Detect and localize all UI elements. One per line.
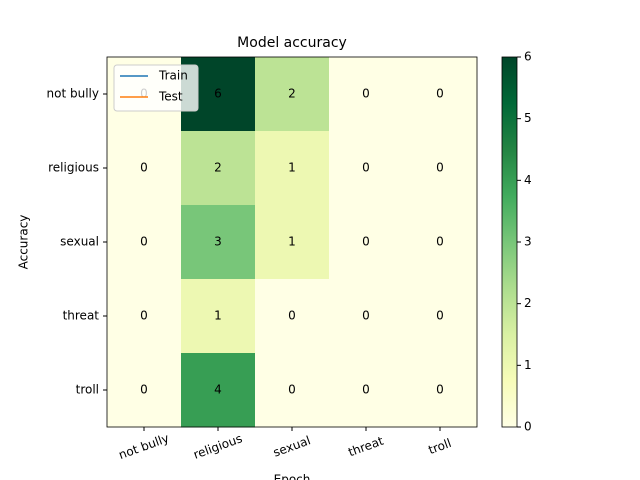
cell-label: 0 [140, 161, 148, 175]
colorbar-tick-label: 6 [524, 50, 532, 64]
cell [329, 353, 404, 428]
cell-label: 2 [288, 87, 296, 101]
cell-label: 4 [214, 383, 222, 397]
colorbar-tick-label: 3 [524, 235, 532, 249]
cell [181, 279, 256, 354]
legend-label: Train [158, 69, 188, 83]
cell [255, 353, 330, 428]
cell-label: 0 [288, 383, 296, 397]
x-tick-label: threat [346, 434, 385, 460]
cell [107, 353, 182, 428]
cell [403, 57, 478, 132]
x-tick-label: religious [192, 431, 245, 462]
y-tick-label: sexual [60, 235, 99, 249]
cell-label: 2 [214, 161, 222, 175]
cell [181, 205, 256, 280]
cell-label: 0 [362, 309, 370, 323]
cell-label: 0 [362, 161, 370, 175]
colorbar-tick-label: 0 [524, 420, 532, 434]
colorbar-tick-label: 4 [524, 173, 532, 187]
cell [107, 205, 182, 280]
cell [107, 279, 182, 354]
cell [403, 205, 478, 280]
y-axis-label: Accuracy [17, 215, 31, 270]
cell [329, 131, 404, 206]
cell [255, 131, 330, 206]
cell [181, 131, 256, 206]
cell [403, 353, 478, 428]
chart-title: Model accuracy [237, 35, 347, 51]
cell-label: 0 [362, 87, 370, 101]
y-tick-label: religious [48, 161, 99, 175]
x-axis-label: Epoch [274, 473, 311, 480]
cell-label: 1 [214, 309, 222, 323]
cell [255, 205, 330, 280]
cell-label: 0 [288, 309, 296, 323]
colorbar [501, 56, 518, 428]
x-tick-label: sexual [271, 433, 312, 459]
cell [403, 131, 478, 206]
x-tick-label: not bully [117, 431, 171, 462]
legend-label: Test [158, 90, 183, 104]
cell-label: 0 [362, 383, 370, 397]
cell [255, 279, 330, 354]
cell-label: 0 [436, 87, 444, 101]
cell-label: 3 [214, 235, 222, 249]
colorbar-tick-label: 1 [524, 358, 532, 372]
colorbar-tick-label: 5 [524, 111, 532, 125]
y-tick-label: troll [76, 383, 99, 397]
cell-label: 0 [362, 235, 370, 249]
cell-label: 0 [436, 309, 444, 323]
cell-label: 6 [214, 87, 222, 101]
cell [107, 131, 182, 206]
colorbar-tick-label: 2 [524, 296, 532, 310]
cell [329, 205, 404, 280]
cell-label: 0 [436, 161, 444, 175]
cell [329, 57, 404, 132]
y-tick-label: threat [63, 309, 100, 323]
cell [329, 279, 404, 354]
cell-label: 0 [436, 383, 444, 397]
cell [403, 279, 478, 354]
cell-label: 1 [288, 161, 296, 175]
cell-label: 0 [140, 235, 148, 249]
cell [255, 57, 330, 132]
cell-label: 1 [288, 235, 296, 249]
cell [181, 353, 256, 428]
cell-label: 0 [436, 235, 444, 249]
cell-label: 0 [140, 309, 148, 323]
x-tick-label: troll [426, 436, 453, 457]
y-tick-label: not bully [47, 87, 99, 101]
cell-label: 0 [140, 383, 148, 397]
